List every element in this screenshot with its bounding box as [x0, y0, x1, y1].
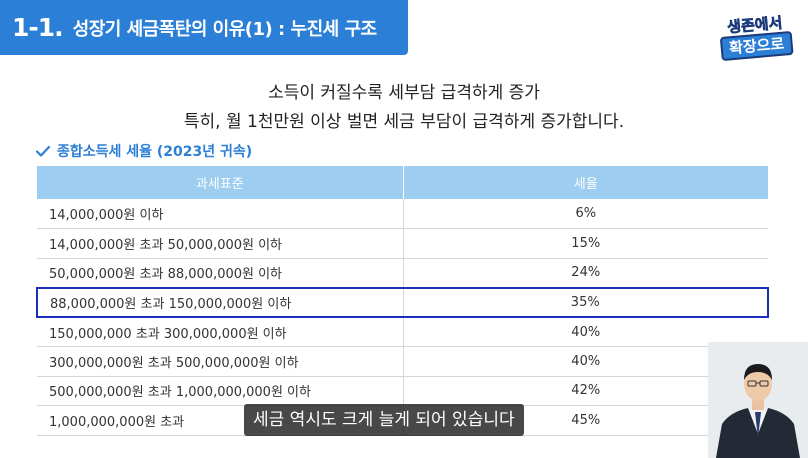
table-row: 14,000,000원 초과 50,000,000원 이하 15% [37, 228, 768, 259]
bracket-cell: 500,000,000원 초과 1,000,000,000원 이하 [37, 376, 404, 406]
rate-cell: 15% [403, 228, 768, 259]
presenter-video [708, 342, 808, 458]
rate-cell: 24% [403, 258, 768, 288]
column-header-rate: 세율 [403, 166, 768, 199]
bracket-cell: 14,000,000원 이하 [37, 199, 404, 229]
bracket-cell: 50,000,000원 초과 88,000,000원 이하 [37, 258, 404, 288]
headline-line-2: 특히, 월 1천만원 이상 벌면 세금 부담이 급격하게 증가합니다. [183, 112, 625, 132]
rate-cell: 42% [403, 376, 768, 406]
video-subtitle: 세금 역시도 크게 늘게 되어 있습니다 [244, 404, 524, 436]
table-row: 50,000,000원 초과 88,000,000원 이하 24% [37, 258, 768, 288]
title-banner: 1-1. 성장기 세금폭탄의 이유(1) : 누진세 구조 [0, 0, 408, 55]
bracket-cell: 88,000,000원 초과 150,000,000원 이하 [36, 286, 404, 318]
section-label-text: 종합소득세 세율 (2023년 귀속) [57, 144, 253, 160]
rate-cell: 40% [403, 346, 768, 377]
headline-line-1: 소득이 커질수록 세부담 급격하게 증가 [268, 83, 540, 103]
page-title: 성장기 세금폭탄의 이유(1) : 누진세 구조 [72, 18, 377, 40]
table-row-highlighted: 88,000,000원 초과 150,000,000원 이하 35% [36, 286, 769, 318]
table-row: 500,000,000원 초과 1,000,000,000원 이하 42% [37, 376, 768, 406]
rate-cell: 6% [403, 199, 768, 229]
section-label: 종합소득세 세율 (2023년 귀속) [35, 141, 252, 161]
check-icon [35, 145, 51, 157]
table-row: 150,000,000 초과 300,000,000원 이하 40% [37, 317, 768, 347]
bracket-cell: 150,000,000 초과 300,000,000원 이하 [37, 317, 404, 347]
column-header-bracket: 과세표준 [37, 166, 404, 199]
channel-logo: 생존에서 확장으로 [712, 12, 800, 63]
table-header-row: 과세표준 세율 [37, 166, 768, 199]
table-row: 300,000,000원 초과 500,000,000원 이하 40% [37, 346, 768, 377]
presenter-figure [708, 342, 808, 458]
tax-rate-table: 과세표준 세율 14,000,000원 이하 6% 14,000,000원 초과… [36, 166, 769, 436]
bracket-cell: 300,000,000원 초과 500,000,000원 이하 [37, 346, 404, 377]
table-row: 14,000,000원 이하 6% [37, 199, 768, 229]
rate-cell: 40% [403, 317, 768, 347]
rate-cell: 35% [403, 286, 769, 318]
bracket-cell: 14,000,000원 초과 50,000,000원 이하 [37, 228, 404, 259]
section-number: 1-1. [12, 13, 64, 42]
